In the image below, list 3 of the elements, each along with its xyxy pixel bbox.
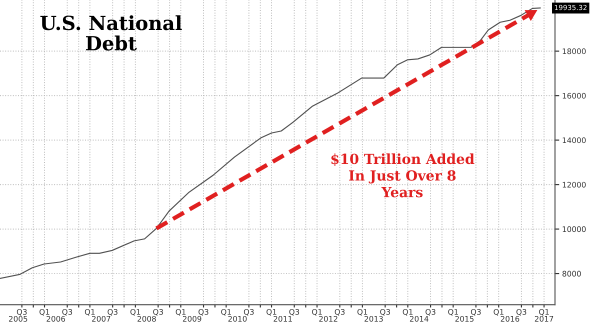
line-series	[0, 7, 541, 280]
text: U.S. National Debt	[40, 15, 182, 51]
annotation: $10 Trillion Added In Just Over 8 Years	[331, 153, 474, 198]
